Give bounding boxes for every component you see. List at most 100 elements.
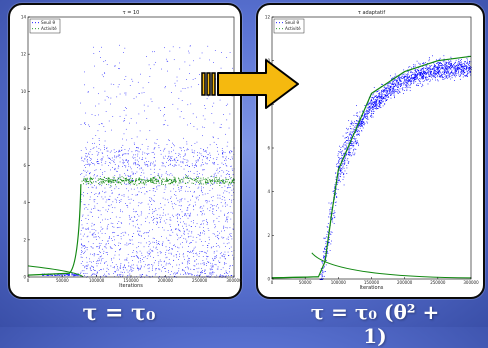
seuil-point bbox=[421, 68, 423, 70]
seuil-point bbox=[151, 152, 153, 153]
seuil-point bbox=[120, 210, 121, 212]
seuil-point bbox=[458, 68, 460, 70]
seuil-point bbox=[174, 194, 175, 195]
seuil-point bbox=[196, 162, 197, 163]
seuil-point bbox=[150, 197, 152, 199]
seuil-point bbox=[160, 261, 162, 262]
seuil-point bbox=[361, 121, 363, 123]
seuil-point bbox=[169, 217, 171, 219]
seuil-point bbox=[424, 80, 425, 82]
seuil-point bbox=[210, 157, 211, 158]
seuil-point bbox=[348, 151, 350, 153]
seuil-point bbox=[445, 69, 447, 71]
seuil-point bbox=[458, 67, 459, 68]
seuil-point bbox=[118, 221, 120, 222]
seuil-point bbox=[415, 72, 417, 73]
seuil-point bbox=[403, 76, 405, 77]
seuil-point bbox=[391, 80, 393, 82]
seuil-point bbox=[330, 208, 332, 210]
seuil-point bbox=[375, 96, 377, 97]
activite-point bbox=[91, 179, 93, 181]
seuil-point bbox=[114, 167, 116, 169]
seuil-point bbox=[114, 155, 116, 157]
seuil-point bbox=[373, 113, 374, 115]
seuil-point bbox=[323, 237, 325, 239]
seuil-point bbox=[120, 263, 122, 265]
seuil-point bbox=[107, 254, 108, 256]
activite-point bbox=[161, 183, 162, 185]
seuil-point bbox=[322, 270, 324, 272]
seuil-point bbox=[207, 183, 208, 184]
seuil-point bbox=[47, 274, 48, 276]
seuil-point bbox=[179, 199, 181, 201]
seuil-point bbox=[151, 269, 153, 271]
activite-point bbox=[229, 181, 231, 183]
seuil-point bbox=[118, 242, 120, 244]
seuil-point bbox=[224, 215, 225, 216]
seuil-point bbox=[95, 262, 97, 264]
seuil-point bbox=[226, 272, 227, 273]
seuil-point bbox=[388, 97, 390, 98]
seuil-point bbox=[457, 62, 459, 64]
seuil-point bbox=[394, 89, 396, 91]
seuil-point bbox=[193, 265, 195, 267]
seuil-point bbox=[102, 156, 104, 158]
seuil-point bbox=[356, 129, 357, 131]
seuil-point bbox=[187, 171, 189, 172]
seuil-point bbox=[336, 181, 338, 183]
activite-point bbox=[166, 177, 167, 179]
seuil-point bbox=[434, 75, 435, 77]
seuil-point bbox=[183, 230, 185, 232]
seuil-point bbox=[223, 227, 224, 229]
seuil-point bbox=[386, 99, 388, 100]
seuil-point bbox=[213, 182, 215, 184]
seuil-point bbox=[99, 256, 101, 257]
seuil-point bbox=[169, 224, 171, 226]
legend-label: Seuil θ bbox=[285, 20, 300, 25]
seuil-point bbox=[183, 137, 184, 139]
activite-point bbox=[170, 182, 172, 183]
seuil-point bbox=[125, 232, 127, 234]
seuil-point bbox=[464, 65, 466, 67]
seuil-point bbox=[468, 69, 470, 71]
seuil-point bbox=[193, 220, 194, 221]
arrow-stripe bbox=[206, 72, 211, 96]
seuil-point bbox=[230, 218, 232, 220]
seuil-point bbox=[133, 199, 134, 201]
seuil-point bbox=[440, 67, 442, 69]
seuil-point bbox=[131, 256, 132, 257]
seuil-point bbox=[187, 87, 189, 89]
seuil-point bbox=[147, 255, 149, 257]
seuil-point bbox=[162, 243, 163, 244]
seuil-point bbox=[428, 70, 430, 72]
activite-point bbox=[93, 181, 94, 183]
seuil-point bbox=[123, 162, 125, 164]
seuil-point bbox=[321, 275, 323, 276]
seuil-point bbox=[131, 194, 133, 195]
seuil-point bbox=[98, 114, 99, 116]
seuil-point bbox=[111, 206, 113, 208]
seuil-point bbox=[406, 85, 408, 87]
seuil-point bbox=[414, 65, 416, 67]
activite-point bbox=[151, 181, 153, 183]
seuil-point bbox=[177, 272, 178, 274]
seuil-point bbox=[210, 176, 212, 177]
seuil-point bbox=[377, 105, 379, 107]
seuil-point bbox=[346, 154, 347, 156]
seuil-point bbox=[364, 105, 366, 106]
activite-point bbox=[175, 182, 177, 184]
seuil-point bbox=[153, 147, 155, 149]
seuil-point bbox=[119, 62, 120, 64]
seuil-point bbox=[418, 78, 420, 80]
seuil-point bbox=[418, 80, 420, 81]
seuil-point bbox=[158, 107, 160, 109]
seuil-point bbox=[215, 175, 217, 177]
seuil-point bbox=[443, 61, 445, 63]
activite-point bbox=[193, 182, 195, 184]
seuil-point bbox=[191, 232, 193, 234]
seuil-point bbox=[223, 156, 225, 158]
seuil-point bbox=[115, 216, 117, 218]
seuil-point bbox=[460, 68, 461, 70]
seuil-point bbox=[137, 155, 138, 157]
seuil-point bbox=[219, 167, 220, 169]
